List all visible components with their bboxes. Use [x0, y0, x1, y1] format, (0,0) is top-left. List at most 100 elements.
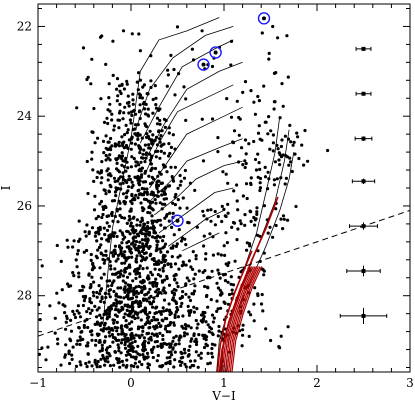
field-star — [150, 138, 154, 142]
field-star — [247, 142, 251, 146]
field-star — [272, 183, 276, 187]
field-star — [108, 288, 112, 292]
field-star — [256, 249, 260, 253]
field-star — [118, 244, 122, 248]
field-star — [71, 271, 75, 275]
field-star — [187, 259, 191, 263]
field-star — [175, 281, 179, 285]
field-star — [286, 75, 290, 79]
field-star — [163, 192, 167, 196]
field-star — [131, 300, 135, 304]
field-star — [281, 104, 285, 108]
field-star — [138, 103, 142, 107]
field-star — [291, 143, 295, 147]
y-tick-label: 26 — [17, 199, 32, 213]
field-star — [129, 297, 133, 301]
field-star — [98, 171, 102, 175]
field-star — [201, 270, 205, 274]
field-star — [172, 321, 176, 325]
field-star — [147, 290, 151, 294]
field-star — [133, 235, 137, 239]
field-star — [257, 124, 261, 128]
field-star — [91, 130, 95, 134]
field-star — [128, 348, 132, 352]
field-star — [89, 258, 93, 262]
field-star — [181, 290, 185, 294]
field-star — [103, 321, 107, 325]
field-star — [282, 217, 286, 221]
field-star — [142, 357, 146, 361]
field-star — [168, 312, 172, 317]
field-star — [151, 347, 155, 352]
field-star — [106, 167, 110, 171]
field-star — [99, 276, 103, 280]
field-star — [150, 219, 154, 223]
field-star — [98, 225, 102, 229]
field-star — [284, 176, 288, 180]
field-star — [154, 318, 158, 322]
field-star — [174, 244, 178, 248]
field-star — [133, 142, 137, 146]
field-star — [99, 357, 103, 361]
field-star — [151, 235, 155, 239]
field-star — [159, 134, 163, 138]
field-star — [156, 344, 160, 348]
field-star — [262, 273, 266, 277]
field-star — [126, 297, 131, 301]
field-star — [184, 327, 188, 331]
field-star — [231, 283, 236, 287]
field-star — [131, 98, 135, 102]
field-star — [183, 331, 187, 335]
isochrone-line — [149, 106, 243, 189]
field-star — [243, 213, 247, 217]
field-star — [169, 246, 173, 250]
field-star — [240, 344, 244, 348]
field-star — [125, 358, 129, 362]
field-star — [109, 136, 113, 141]
field-star — [96, 214, 100, 219]
field-star — [129, 251, 133, 255]
field-star — [147, 337, 151, 341]
field-star — [187, 348, 191, 352]
field-star — [121, 252, 125, 256]
field-star — [95, 256, 99, 260]
field-star — [202, 244, 206, 248]
field-star — [97, 232, 101, 236]
field-star — [112, 234, 116, 238]
field-star — [165, 213, 169, 217]
field-star — [167, 142, 171, 146]
field-star — [155, 334, 159, 338]
field-star — [140, 96, 144, 100]
field-star — [102, 340, 107, 344]
field-star — [264, 327, 268, 331]
field-star — [137, 183, 142, 187]
field-star — [157, 259, 161, 263]
field-star — [180, 236, 184, 240]
field-star — [141, 242, 145, 246]
field-star — [142, 343, 146, 347]
field-star — [143, 107, 147, 111]
isochrone-line — [182, 232, 220, 252]
field-star — [161, 337, 165, 342]
field-star — [77, 275, 81, 279]
field-star — [158, 290, 162, 295]
field-star — [232, 189, 236, 193]
field-star — [98, 292, 102, 296]
field-star — [125, 308, 129, 312]
field-star — [128, 289, 133, 293]
field-star — [85, 248, 89, 253]
field-star — [111, 73, 115, 77]
field-star — [176, 285, 180, 289]
field-star — [184, 365, 188, 369]
field-star — [191, 267, 195, 271]
field-star — [136, 327, 140, 331]
field-star — [94, 338, 98, 343]
field-star — [132, 364, 136, 368]
field-star — [165, 308, 169, 312]
field-star — [241, 194, 245, 198]
field-star — [240, 146, 244, 150]
field-star — [204, 338, 208, 342]
field-star — [130, 344, 134, 349]
field-star — [258, 137, 262, 141]
field-star — [170, 353, 174, 357]
